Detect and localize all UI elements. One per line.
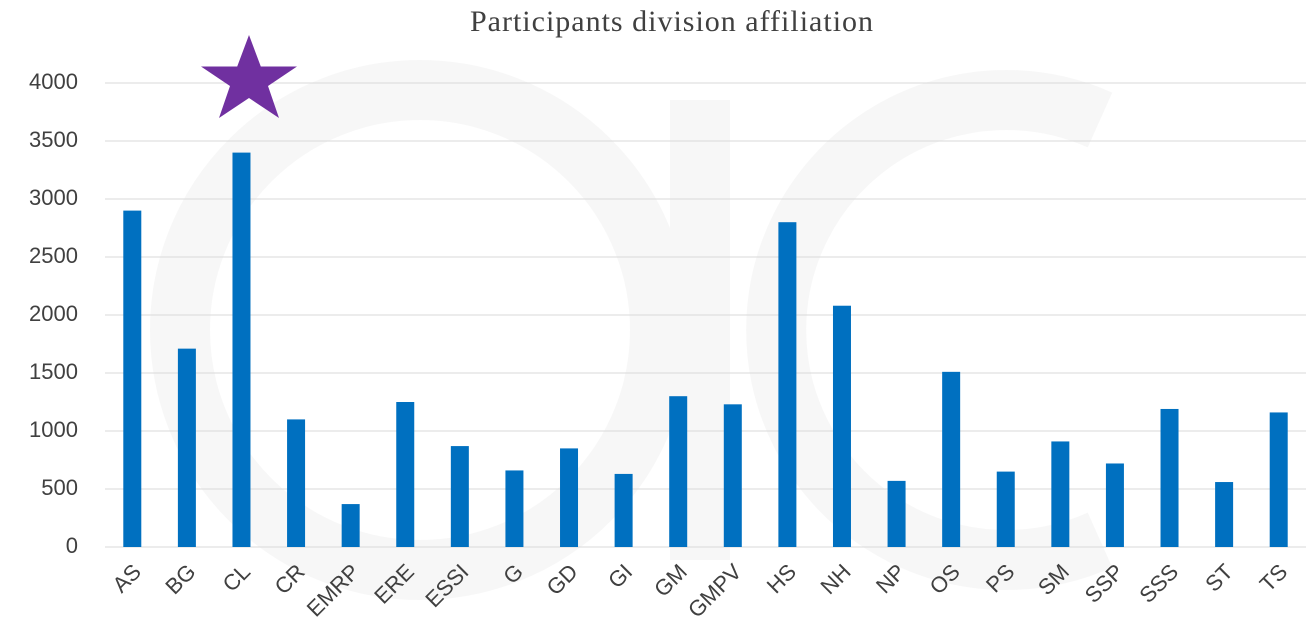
y-tick-label: 2000 [29,301,78,326]
y-tick-label: 3500 [29,127,78,152]
bar [996,471,1015,547]
bar [232,152,251,547]
x-tick-label: CL [218,559,256,597]
x-tick-label: ST [1200,559,1238,597]
y-tick-label: 1500 [29,359,78,384]
bar [1269,412,1288,547]
bar [560,448,579,547]
bar [723,404,742,547]
bar [832,305,851,547]
bar [669,396,688,547]
bar [942,371,961,547]
watermark [150,60,1113,600]
x-tick-label: GMPV [683,559,747,623]
y-tick-label: 2500 [29,243,78,268]
chart-title: Participants division affiliation [470,5,874,38]
x-tick-label: BG [160,559,200,599]
bar [396,402,415,547]
x-tick-label: TS [1255,559,1293,597]
x-tick-label: HS [762,559,801,598]
x-tick-label: SSS [1134,559,1183,608]
y-tick-label: 500 [41,475,78,500]
y-tick-label: 1000 [29,417,78,442]
bar [1105,463,1124,547]
x-tick-label: NH [815,559,855,599]
x-tick-label: AS [108,559,146,597]
bar [1051,441,1070,547]
x-tick-label: GI [603,559,637,593]
bar [1160,408,1179,547]
bar [177,348,196,547]
star-annotation [201,35,297,118]
bar [123,210,142,547]
bar [450,446,469,547]
y-tick-label: 0 [66,533,78,558]
bar [287,419,306,547]
bar [614,473,633,547]
bar [778,222,797,547]
bar [341,504,360,547]
bar [505,470,524,547]
bar [1215,482,1234,547]
y-tick-label: 3000 [29,185,78,210]
x-tick-label: GM [649,559,692,602]
y-tick-label: 4000 [29,69,78,94]
bar [887,480,906,547]
